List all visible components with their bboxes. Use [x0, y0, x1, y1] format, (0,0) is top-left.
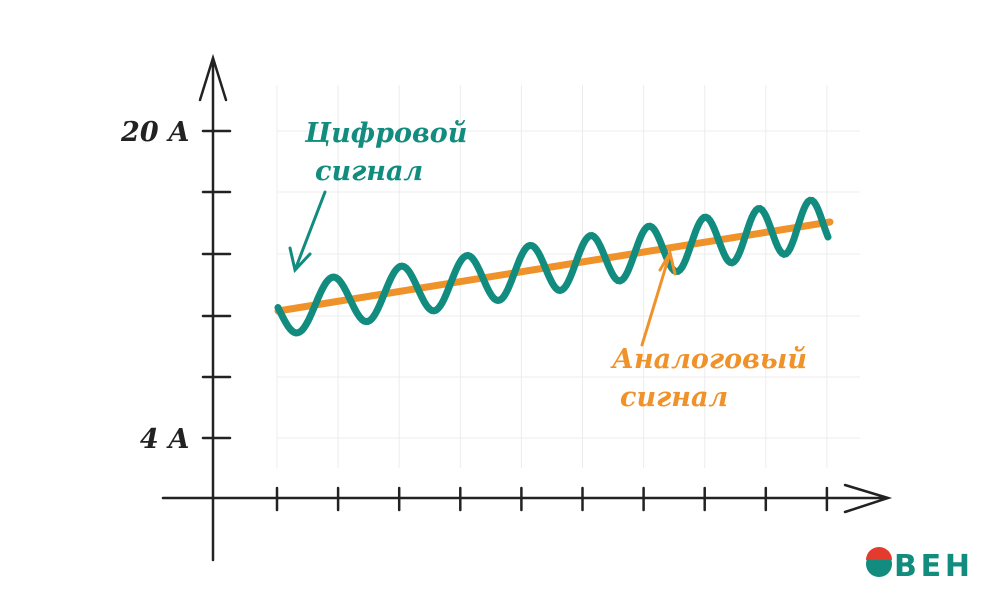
digital-label: Цифровой [304, 118, 467, 149]
analog-arrow [640, 249, 677, 347]
logo-circle-top [866, 547, 892, 560]
analog-label: Аналоговый [610, 344, 807, 375]
x-axis [161, 483, 893, 514]
ticks [201, 129, 829, 512]
digital-signal [274, 196, 832, 337]
grid [276, 85, 860, 468]
analog-label: сигнал [620, 382, 728, 413]
top-label: 20 А [120, 117, 190, 148]
analog-signal [274, 218, 834, 315]
y-axis [198, 53, 228, 562]
logo-text: ВЕН [894, 549, 970, 584]
bottom-label: 4 А [140, 424, 190, 455]
digital-arrow [288, 190, 327, 274]
logo: ВЕН [866, 547, 970, 584]
digital-label: сигнал [315, 156, 423, 187]
